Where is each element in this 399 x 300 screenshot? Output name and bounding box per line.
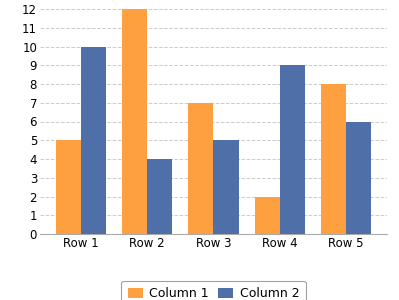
- Bar: [56, 140, 81, 234]
- Bar: [213, 140, 239, 234]
- Bar: [280, 65, 305, 234]
- Bar: [81, 46, 106, 234]
- Bar: [255, 196, 280, 234]
- Bar: [346, 122, 371, 234]
- Legend: Column 1, Column 2: Column 1, Column 2: [121, 281, 306, 300]
- Bar: [147, 159, 172, 234]
- Bar: [321, 84, 346, 234]
- Bar: [188, 103, 213, 234]
- Bar: [122, 9, 147, 234]
